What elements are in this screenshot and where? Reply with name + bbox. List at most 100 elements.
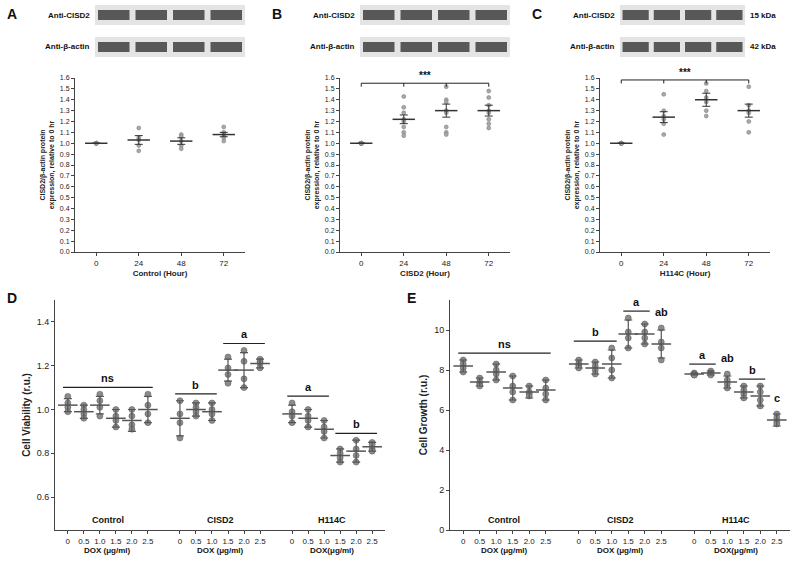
svg-text:1.0: 1.0	[722, 537, 734, 546]
svg-text:2.0: 2.0	[238, 537, 250, 546]
svg-text:***: ***	[419, 70, 431, 81]
svg-text:0.7: 0.7	[325, 172, 335, 179]
svg-text:0.3: 0.3	[60, 216, 70, 223]
svg-text:0.6: 0.6	[37, 492, 50, 502]
svg-text:CISD2/β-actin proteinexpressio: CISD2/β-actin proteinexpression, relativ…	[304, 120, 321, 209]
svg-text:1.5: 1.5	[585, 85, 595, 92]
svg-text:Anti-CISD2: Anti-CISD2	[573, 11, 615, 20]
svg-text:0: 0	[94, 259, 99, 268]
svg-text:DOX (μg/ml): DOX (μg/ml)	[197, 546, 244, 555]
svg-text:0: 0	[577, 537, 582, 546]
svg-text:1.0: 1.0	[206, 537, 218, 546]
svg-text:2.5: 2.5	[254, 537, 266, 546]
svg-text:15 kDa: 15 kDa	[750, 11, 776, 20]
svg-text:1.2: 1.2	[60, 118, 70, 125]
svg-text:10: 10	[434, 325, 444, 335]
svg-text:a: a	[241, 328, 248, 340]
svg-text:2.0: 2.0	[524, 537, 536, 546]
svg-text:ns: ns	[101, 372, 114, 384]
svg-text:1.0: 1.0	[491, 537, 503, 546]
svg-text:0.8: 0.8	[325, 161, 335, 168]
svg-text:1.2: 1.2	[585, 118, 595, 125]
svg-text:DOX(μg/ml): DOX(μg/ml)	[714, 546, 758, 555]
svg-text:0.4: 0.4	[585, 205, 595, 212]
svg-text:42 kDa: 42 kDa	[750, 42, 776, 51]
svg-text:48: 48	[442, 259, 451, 268]
svg-text:1.1: 1.1	[325, 129, 335, 136]
svg-text:48: 48	[702, 259, 711, 268]
svg-text:1.6: 1.6	[585, 74, 595, 81]
svg-text:2.5: 2.5	[540, 537, 552, 546]
svg-text:0: 0	[692, 537, 697, 546]
svg-text:DOX(μg/ml): DOX(μg/ml)	[310, 546, 354, 555]
svg-text:1.0: 1.0	[37, 405, 50, 415]
svg-text:Anti-β-actin: Anti-β-actin	[570, 42, 615, 51]
svg-text:72: 72	[484, 259, 493, 268]
svg-text:0.8: 0.8	[60, 161, 70, 168]
svg-text:0.7: 0.7	[585, 172, 595, 179]
svg-text:1.5: 1.5	[60, 85, 70, 92]
svg-text:ab: ab	[655, 306, 668, 318]
svg-text:2.5: 2.5	[656, 537, 668, 546]
svg-text:b: b	[749, 364, 756, 376]
svg-text:8: 8	[439, 365, 444, 375]
svg-text:Anti-CISD2: Anti-CISD2	[48, 11, 90, 20]
svg-text:1.1: 1.1	[60, 129, 70, 136]
svg-text:H114C (Hour): H114C (Hour)	[660, 269, 711, 278]
svg-text:0: 0	[619, 259, 624, 268]
svg-text:1.1: 1.1	[585, 129, 595, 136]
svg-text:1.5: 1.5	[738, 537, 750, 546]
svg-text:1.0: 1.0	[319, 537, 331, 546]
svg-text:0.4: 0.4	[325, 205, 335, 212]
svg-text:CISD2/β-actin proteinexpressio: CISD2/β-actin proteinexpression, relativ…	[39, 120, 56, 209]
svg-text:0.0: 0.0	[325, 248, 335, 255]
svg-text:c: c	[774, 392, 780, 404]
svg-text:H114C: H114C	[722, 515, 750, 525]
svg-text:1.0: 1.0	[60, 140, 70, 147]
svg-text:a: a	[633, 296, 640, 308]
svg-text:1.5: 1.5	[623, 537, 635, 546]
svg-text:1.5: 1.5	[335, 537, 347, 546]
svg-text:A: A	[7, 6, 17, 22]
svg-text:0.7: 0.7	[60, 172, 70, 179]
svg-text:0.5: 0.5	[78, 537, 90, 546]
svg-text:ab: ab	[721, 352, 734, 364]
svg-text:2.0: 2.0	[639, 537, 651, 546]
svg-text:a: a	[699, 349, 706, 361]
svg-text:0.9: 0.9	[325, 151, 335, 158]
svg-text:1.3: 1.3	[60, 107, 70, 114]
svg-text:0.0: 0.0	[60, 248, 70, 255]
svg-text:2.0: 2.0	[126, 537, 138, 546]
svg-text:0.6: 0.6	[585, 183, 595, 190]
svg-text:6: 6	[439, 405, 444, 415]
svg-text:0.4: 0.4	[60, 205, 70, 212]
svg-text:2: 2	[439, 485, 444, 495]
svg-text:a: a	[305, 381, 312, 393]
svg-text:72: 72	[744, 259, 753, 268]
svg-text:1.4: 1.4	[37, 317, 50, 327]
svg-text:CISD2 (Hour): CISD2 (Hour)	[400, 269, 450, 278]
svg-text:1.6: 1.6	[60, 74, 70, 81]
svg-text:Cell Viability (r.u.): Cell Viability (r.u.)	[21, 373, 32, 457]
svg-text:1.6: 1.6	[325, 74, 335, 81]
svg-text:H114C: H114C	[318, 515, 346, 525]
svg-text:1.0: 1.0	[94, 537, 106, 546]
svg-text:ns: ns	[498, 338, 511, 350]
svg-text:0: 0	[66, 537, 71, 546]
svg-text:CISD2/β-actin proteinexpressio: CISD2/β-actin proteinexpression, relativ…	[564, 120, 581, 209]
svg-text:1.3: 1.3	[325, 107, 335, 114]
svg-text:2.5: 2.5	[142, 537, 154, 546]
svg-text:0.5: 0.5	[325, 194, 335, 201]
svg-text:1.5: 1.5	[325, 85, 335, 92]
svg-text:1.0: 1.0	[606, 537, 618, 546]
svg-text:0.2: 0.2	[60, 227, 70, 234]
svg-text:0.6: 0.6	[60, 183, 70, 190]
svg-text:Control: Control	[488, 515, 520, 525]
svg-text:0.8: 0.8	[37, 448, 50, 458]
svg-text:CISD2: CISD2	[207, 515, 234, 525]
svg-text:Cell Growth (r.u.): Cell Growth (r.u.)	[418, 375, 429, 456]
svg-text:1.0: 1.0	[325, 140, 335, 147]
svg-text:0.2: 0.2	[585, 227, 595, 234]
svg-text:b: b	[192, 379, 199, 391]
svg-text:C: C	[532, 6, 542, 22]
